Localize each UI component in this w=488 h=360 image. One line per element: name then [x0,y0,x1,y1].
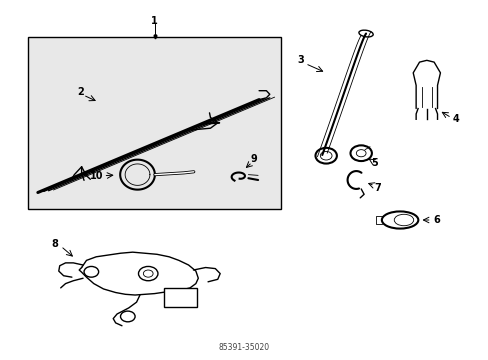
Text: 10: 10 [89,171,103,181]
Text: 5: 5 [371,158,377,168]
Text: 1: 1 [151,16,158,26]
Text: 3: 3 [296,55,303,65]
Text: 8: 8 [51,239,58,249]
Text: 7: 7 [374,183,381,193]
Text: 4: 4 [452,114,458,124]
Text: 9: 9 [250,154,257,164]
Text: 85391-35020: 85391-35020 [219,343,269,352]
Text: 2: 2 [77,87,83,98]
Bar [28,37,281,208]
Bar [164,288,197,307]
Text: 6: 6 [432,215,439,225]
